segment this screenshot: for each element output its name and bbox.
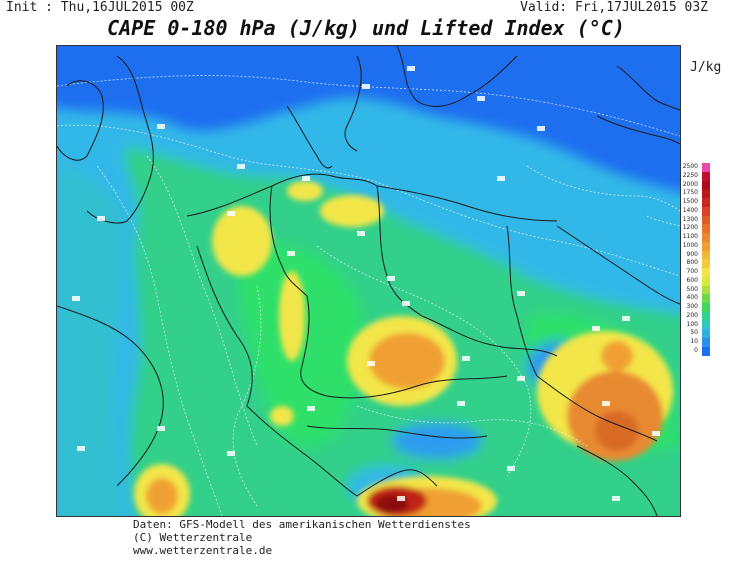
colorbar-level: 400 [687, 294, 716, 303]
colorbar-swatch [702, 268, 710, 277]
footer-credits: Daten: GFS-Modell des amerikanischen Wet… [133, 518, 471, 557]
cape-zone-orange-east-north [601, 341, 633, 371]
lifted-index-labels [72, 66, 660, 501]
footer-data-source: Daten: GFS-Modell des amerikanischen Wet… [133, 518, 471, 531]
colorbar-level: 500 [687, 285, 716, 295]
colorbar-level: 900 [687, 250, 716, 260]
colorbar-level: 50 [690, 329, 716, 338]
colorbar-label: 400 [686, 294, 698, 302]
colorbar-label: 1100 [682, 233, 698, 240]
chart-title: CAPE 0-180 hPa (J/kg) und Lifted Index (… [107, 16, 625, 40]
colorbar-label: 200 [686, 311, 698, 319]
colorbar-swatch [702, 198, 710, 207]
colorbar-level: 800 [687, 259, 716, 268]
colorbar-swatch [702, 241, 710, 251]
colorbar-swatch [702, 338, 710, 347]
cape-zone-yellow-benelux [212, 206, 272, 276]
colorbar-swatch [702, 163, 710, 172]
colorbar-label: 500 [686, 285, 698, 293]
colorbar-label: 2500 [682, 163, 698, 170]
colorbar-level: 1400 [683, 206, 716, 216]
colorbar-swatch [702, 259, 710, 268]
colorbar-swatch [702, 311, 710, 321]
colorbar-swatch [702, 224, 710, 233]
colorbar-swatch [702, 285, 710, 295]
cape-zone-darkorange-east [595, 411, 639, 451]
cape-zone-yellow-rhine [279, 271, 305, 361]
cape-map [56, 45, 681, 517]
footer-copyright: (C) Wetterzentrale [133, 531, 253, 544]
colorbar-label: 800 [686, 259, 698, 267]
colorbar-label: 10 [690, 338, 698, 345]
colorbar-label: 1300 [682, 215, 698, 223]
colorbar-level: 1500 [683, 198, 716, 207]
colorbar-label: 300 [686, 303, 698, 310]
cape-zone-orange-central [369, 333, 445, 389]
colorbar-swatch [702, 206, 710, 216]
footer-website: www.wetterzentrale.de [133, 544, 273, 557]
colorbar-swatch [702, 329, 710, 338]
map-canvas [57, 46, 680, 516]
colorbar-level: 10 [690, 338, 716, 347]
colorbar-swatch [702, 303, 710, 312]
colorbar-label: 100 [686, 320, 698, 328]
colorbar-swatch [702, 346, 710, 356]
init-time-label: Init : Thu,16JUL2015 00Z [6, 0, 194, 15]
cape-zone-yellow-north [320, 195, 384, 227]
colorbar-label: 2000 [682, 180, 698, 188]
colorbar-level: 1000 [683, 241, 716, 251]
colorbar-level: 300 [687, 303, 716, 312]
colorbar-label: 0 [694, 346, 698, 354]
colorbar-label: 1000 [682, 241, 698, 249]
colorbar-swatch [702, 215, 710, 225]
colorbar-swatch [702, 320, 710, 330]
colorbar-label: 2250 [682, 171, 698, 179]
colorbar-swatch [702, 294, 710, 303]
lifted-index-contours [57, 75, 680, 516]
colorbar-level: 1750 [683, 189, 716, 198]
colorbar-swatch [702, 180, 710, 190]
colorbar-level: 2500 [683, 163, 716, 172]
cape-zone-orange-southwest [146, 478, 178, 514]
colorbar-label: 700 [686, 268, 698, 275]
cape-colorbar: 2500 2250 2000 1750 1500 1400 1300 1200 1100 1000… [683, 163, 716, 356]
cape-zone-west [57, 166, 127, 516]
colorbar-swatch [702, 233, 710, 242]
colorbar-label: 1500 [682, 198, 698, 205]
colorbar-label: 1200 [682, 224, 698, 232]
colorbar-level: 200 [687, 311, 716, 321]
colorbar-level: 600 [687, 276, 716, 286]
colorbar-label: 1750 [682, 189, 698, 197]
colorbar-swatch [702, 276, 710, 286]
colorbar-level: 1300 [683, 215, 716, 225]
cape-zone-inland-blue-2 [392, 423, 482, 459]
colorbar-level: 0 [694, 346, 716, 356]
colorbar-label: 600 [686, 276, 698, 284]
colorbar-level: 100 [687, 320, 716, 330]
colorbar-label: 900 [686, 250, 698, 258]
colorbar-level: 1200 [683, 224, 716, 233]
cape-zone-yellow-small [270, 406, 294, 426]
colorbar-swatch [702, 171, 710, 181]
cape-zone-yellow-nl [287, 181, 323, 201]
colorbar-level: 2000 [683, 180, 716, 190]
colorbar-swatch [702, 250, 710, 260]
colorbar-level: 700 [687, 268, 716, 277]
colorbar-level: 2250 [683, 171, 716, 181]
colorbar-swatch [702, 189, 710, 198]
colorbar-level: 1100 [683, 233, 716, 242]
colorbar-label: 1400 [682, 206, 698, 214]
valid-time-label: Valid: Fri,17JUL2015 03Z [520, 0, 708, 15]
legend-unit-label: J/kg [690, 60, 722, 75]
country-borders [57, 46, 680, 516]
colorbar-label: 50 [690, 329, 698, 337]
